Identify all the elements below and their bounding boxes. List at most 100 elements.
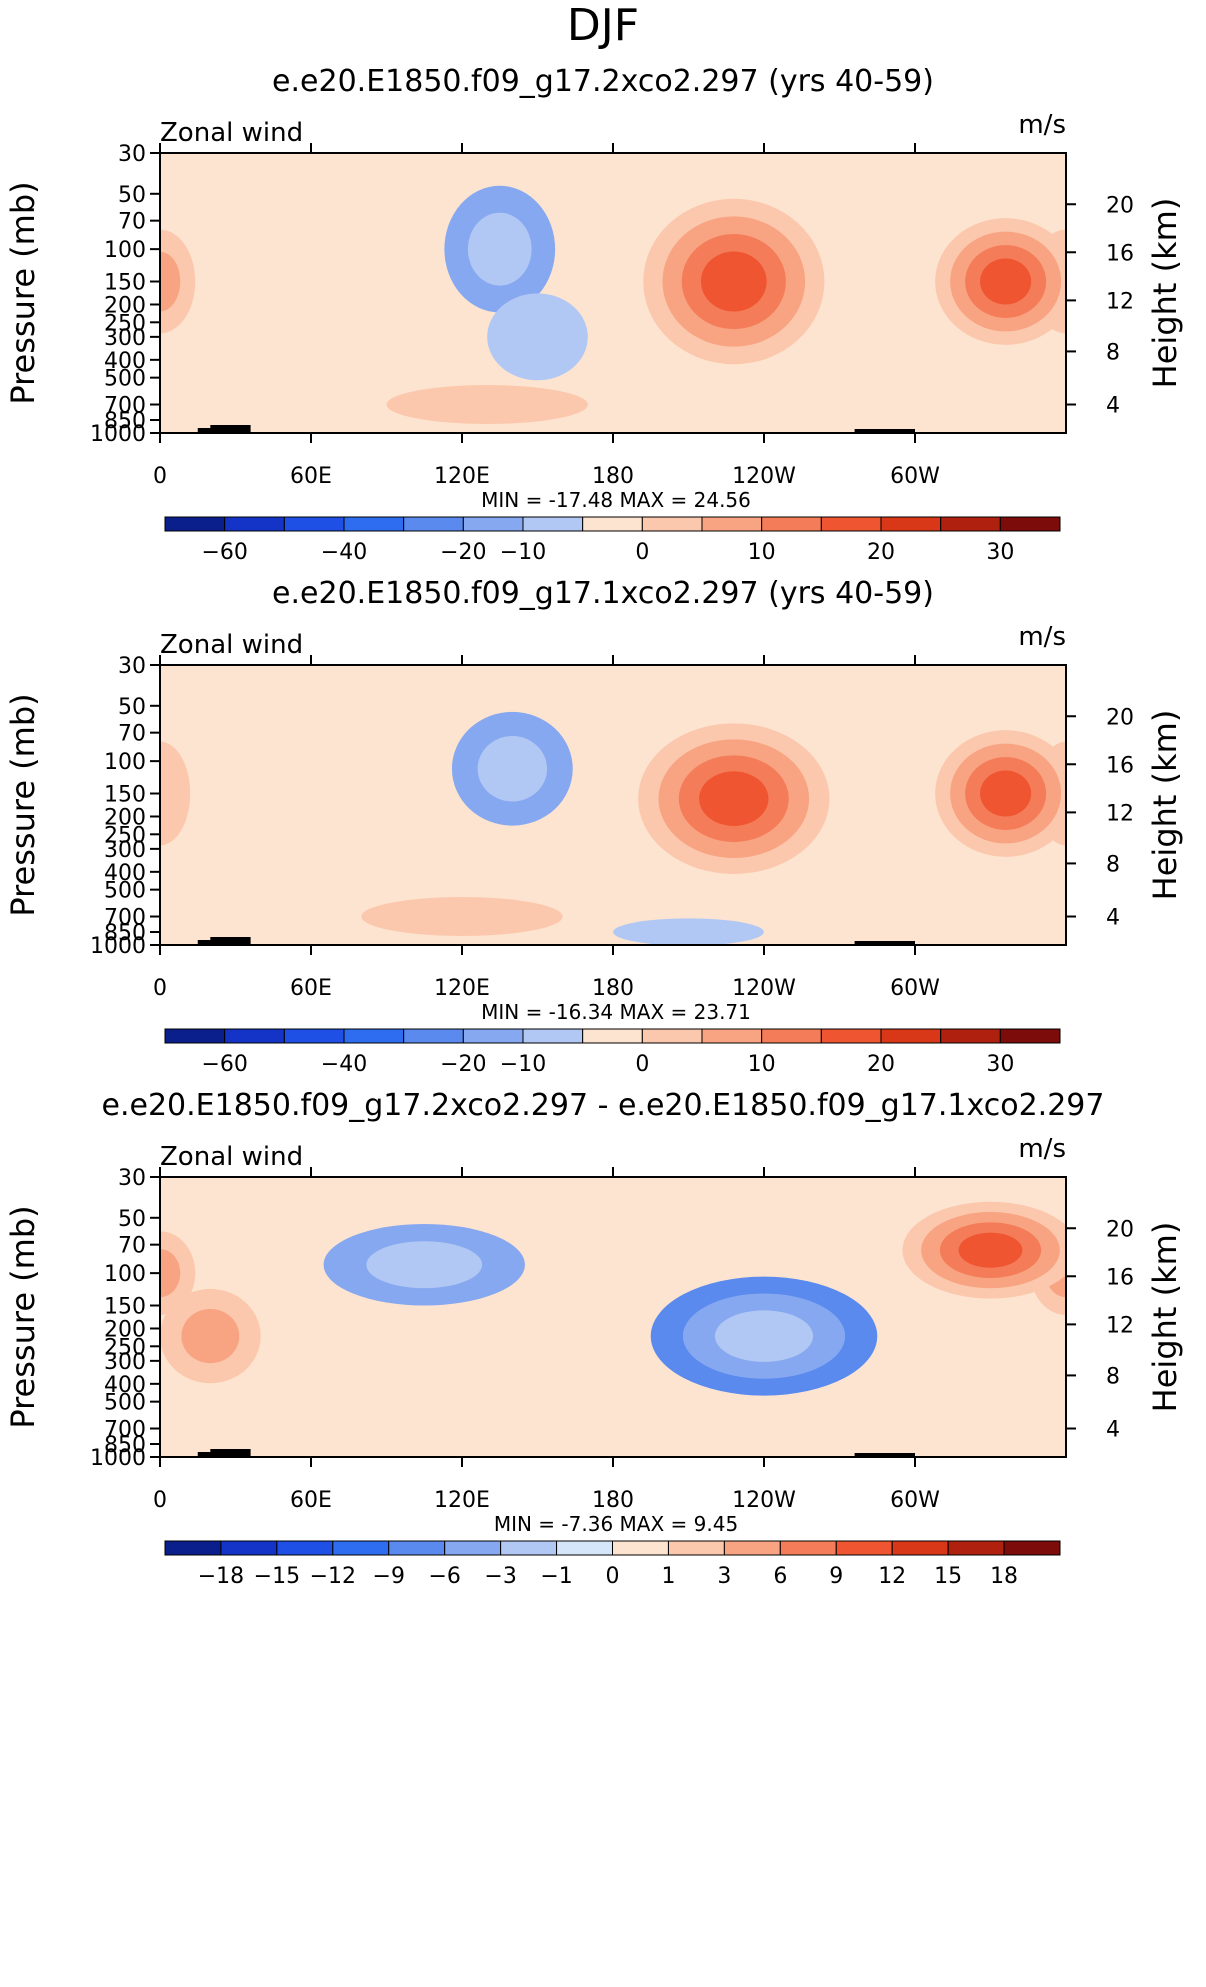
y-tick-label: 250 [104, 1335, 146, 1360]
colorbar-swatch [444, 1540, 502, 1556]
colorbar-label: −6 [428, 1564, 460, 1589]
units-label: m/s [1018, 110, 1066, 140]
colorbar-label: −3 [484, 1564, 516, 1589]
colorbar-swatch [343, 516, 405, 532]
colorbar-swatch [224, 1028, 285, 1044]
y-tick-label: 1000 [90, 422, 146, 447]
y2-tick-label: 4 [1106, 394, 1120, 419]
field-background [160, 665, 1066, 945]
colorbar-swatch [641, 516, 703, 532]
y-tick-label: 70 [118, 210, 146, 235]
colorbar-swatch [403, 1028, 464, 1044]
contour-region [958, 1232, 1023, 1268]
y2-tick-label: 16 [1106, 1265, 1134, 1290]
colorbar-swatch [164, 1028, 226, 1044]
colorbar-label: 10 [748, 1052, 776, 1077]
y2-tick-label: 4 [1106, 906, 1120, 931]
x-tick-label: 60E [290, 464, 332, 489]
colorbar-label: 10 [748, 540, 776, 565]
panel-1: e.e20.E1850.f09_g17.2xco2.297 (yrs 40-59… [4, 64, 1184, 565]
colorbar-swatch [462, 516, 524, 532]
plot-label: Zonal wind [160, 118, 303, 148]
topography [854, 429, 915, 433]
x-tick-label: 60E [290, 976, 332, 1001]
panel-title: e.e20.E1850.f09_g17.2xco2.297 - e.e20.E1… [102, 1088, 1105, 1123]
contour-region [467, 212, 532, 286]
colorbar-label: −40 [321, 1052, 367, 1077]
colorbar-label: 30 [986, 540, 1014, 565]
contour-region [487, 293, 588, 381]
y2-tick-label: 16 [1106, 753, 1134, 778]
colorbar-swatch [283, 516, 345, 532]
contour-region [160, 251, 181, 312]
y-tick-label: 400 [104, 861, 146, 886]
minmax-label: MIN = -16.34 MAX = 23.71 [481, 1000, 751, 1024]
panel-title: e.e20.E1850.f09_g17.1xco2.297 (yrs 40-59… [272, 576, 934, 611]
colorbar-swatch [667, 1540, 725, 1556]
y2-axis-label: Height (km) [1146, 198, 1184, 389]
colorbar-label: −18 [198, 1564, 244, 1589]
colorbar-swatch [276, 1540, 334, 1556]
y-tick-label: 1000 [90, 934, 146, 959]
colorbar-swatch [388, 1540, 446, 1556]
colorbar-label: 20 [867, 1052, 895, 1077]
contour-region [613, 918, 764, 945]
colorbar-swatch [582, 1028, 643, 1044]
panels: e.e20.E1850.f09_g17.2xco2.297 (yrs 40-59… [4, 64, 1184, 1589]
colorbar-swatch [220, 1540, 278, 1556]
contour-region [700, 251, 767, 312]
y2-tick-label: 4 [1106, 1418, 1120, 1443]
colorbar-swatch [332, 1540, 390, 1556]
x-tick-label: 60W [890, 976, 940, 1001]
colorbar-label: −40 [321, 540, 367, 565]
colorbar-swatch [835, 1540, 893, 1556]
y2-tick-label: 16 [1106, 241, 1134, 266]
y-tick-label: 300 [104, 838, 146, 863]
colorbar-swatch [462, 1028, 524, 1044]
x-tick-label: 180 [592, 1488, 634, 1513]
colorbar-label: −1 [540, 1564, 572, 1589]
colorbar-swatch [891, 1540, 949, 1556]
x-tick-label: 0 [153, 464, 167, 489]
topography [854, 1453, 915, 1457]
colorbar-swatch [940, 1028, 1001, 1044]
colorbar-label: −20 [440, 1052, 486, 1077]
y-tick-label: 1000 [90, 1446, 146, 1471]
contour-region [361, 897, 563, 937]
y2-tick-label: 8 [1106, 852, 1120, 877]
y-tick-label: 100 [104, 750, 146, 775]
x-tick-label: 60E [290, 1488, 332, 1513]
y2-tick-label: 20 [1106, 193, 1134, 218]
colorbar-swatch [641, 1028, 703, 1044]
x-tick-label: 60W [890, 1488, 940, 1513]
colorbar-label: 0 [635, 1052, 649, 1077]
y-tick-label: 850 [104, 921, 146, 946]
y2-tick-label: 8 [1106, 340, 1120, 365]
y-tick-label: 200 [104, 805, 146, 830]
contour-region [160, 741, 191, 846]
y-tick-label: 400 [104, 349, 146, 374]
colorbar-swatch [820, 516, 882, 532]
y2-axis-label: Height (km) [1146, 1222, 1184, 1413]
y-tick-label: 850 [104, 1433, 146, 1458]
colorbar-swatch [1003, 1540, 1061, 1556]
topography [210, 425, 251, 433]
x-tick-label: 120W [732, 464, 796, 489]
y-tick-label: 850 [104, 409, 146, 434]
colorbar-swatch [761, 1028, 822, 1044]
colorbar-swatch [880, 1028, 942, 1044]
colorbar-swatch [779, 1540, 837, 1556]
y-tick-label: 30 [118, 142, 146, 167]
topography [210, 1449, 251, 1457]
colorbar-swatch [283, 1028, 345, 1044]
colorbar-swatch [947, 1540, 1005, 1556]
y-tick-label: 50 [118, 695, 146, 720]
y-axis-label: Pressure (mb) [4, 693, 42, 916]
contour-region [386, 385, 588, 425]
panel-2: e.e20.E1850.f09_g17.1xco2.297 (yrs 40-59… [4, 576, 1184, 1077]
x-tick-label: 120E [434, 464, 490, 489]
colorbar-swatch [500, 1540, 558, 1556]
contour-field [160, 153, 1066, 433]
y-tick-label: 100 [104, 238, 146, 263]
